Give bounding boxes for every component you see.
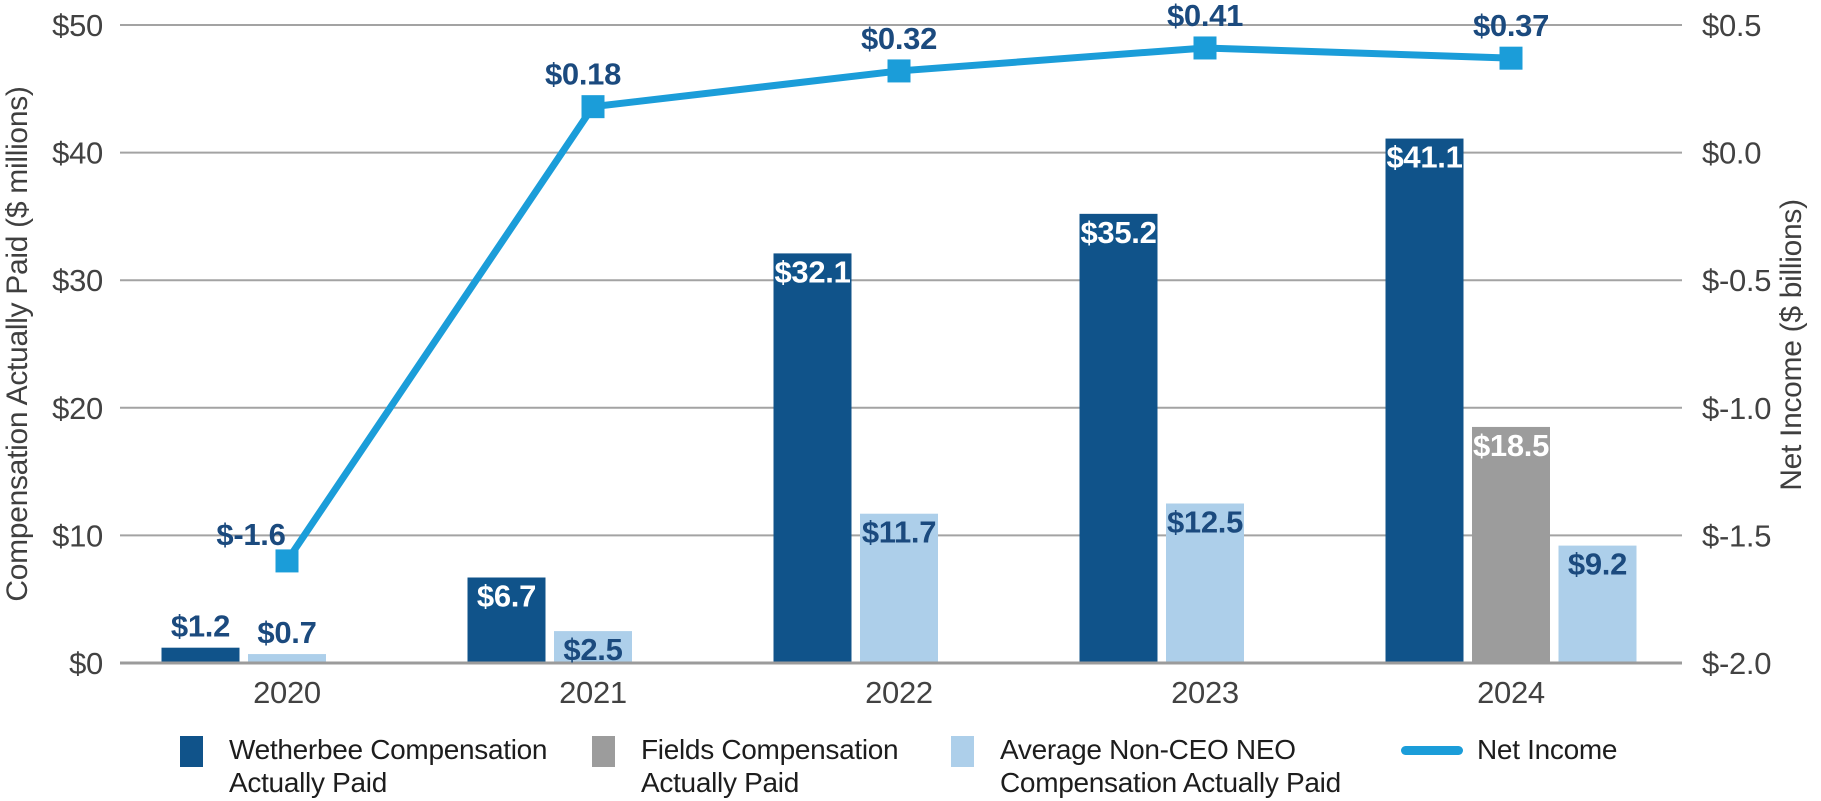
left-axis-tick-label: $20	[52, 391, 103, 426]
bar-avg-neo-2021	[554, 631, 632, 663]
net-income-marker-2024	[1499, 46, 1523, 70]
bar-value-label-wetherbee-2021: $6.7	[477, 579, 536, 614]
legend-label-net-income: Net Income	[1477, 734, 1618, 765]
x-axis-year-label: 2023	[1171, 675, 1239, 710]
fields-swatch-icon	[592, 736, 615, 767]
net-income-value-label-2024: $0.37	[1473, 8, 1549, 43]
left-axis-tick-label: $10	[52, 518, 103, 553]
net-income-marker-2020	[275, 549, 299, 573]
bar-avg-neo-2024	[1558, 545, 1637, 663]
bar-value-label-fields-2024: $18.5	[1473, 428, 1549, 463]
x-axis-year-label: 2024	[1477, 675, 1545, 710]
legend-item-wetherbee: Wetherbee Compensation Actually Paid	[180, 733, 559, 799]
net-income-line-swatch-icon	[1401, 746, 1463, 755]
net-income-value-label-2020: $-1.6	[216, 517, 285, 552]
x-axis-year-label: 2021	[559, 675, 627, 710]
net-income-value-label-2021: $0.18	[545, 57, 621, 92]
bar-wetherbee-2022	[773, 253, 852, 664]
left-axis-tick-label: $0	[69, 646, 103, 681]
net-income-value-label-2023: $0.41	[1167, 0, 1243, 33]
bar-value-label-avg-neo-2020: $0.7	[257, 615, 316, 650]
bar-value-label-avg-neo-2024: $9.2	[1568, 547, 1627, 582]
legend-label-wetherbee: Wetherbee Compensation Actually Paid	[229, 734, 548, 798]
net-income-line	[284, 44, 1512, 563]
net-income-value-label-2022: $0.32	[861, 21, 937, 56]
right-axis-tick-label: $-1.5	[1702, 518, 1771, 553]
bar-avg-neo-2020	[248, 654, 326, 663]
bar-value-label-wetherbee-2022: $32.1	[774, 254, 850, 289]
net-income-marker-2023	[1193, 36, 1217, 60]
net-income-marker-2022	[887, 59, 911, 83]
avg-neo-swatch-icon	[951, 736, 974, 767]
bar-wetherbee-2021	[467, 577, 546, 663]
bar-value-label-wetherbee-2023: $35.2	[1080, 215, 1156, 250]
left-axis-title: Compensation Actually Paid ($ millions)	[1, 86, 34, 602]
bar-value-label-avg-neo-2023: $12.5	[1167, 505, 1243, 540]
bar-avg-neo-2023	[1166, 503, 1244, 663]
bar-fields-2024	[1472, 426, 1550, 663]
bar-wetherbee-2023	[1079, 213, 1158, 663]
x-axis-year-label: 2020	[253, 675, 321, 710]
right-axis-tick-label: $0.5	[1702, 8, 1761, 43]
bar-wetherbee-2024	[1385, 138, 1464, 664]
legend-label-avg-neo: Average Non-CEO NEO Compensation Actuall…	[1000, 734, 1341, 798]
left-axis-tick-label: $50	[52, 8, 103, 43]
bar-value-label-avg-neo-2021: $2.5	[563, 632, 622, 667]
bar-avg-neo-2022	[860, 513, 938, 663]
net-income-marker-2021	[581, 95, 605, 119]
right-axis-tick-label: $-1.0	[1702, 391, 1771, 426]
legend-item-avg-neo: Average Non-CEO NEO Compensation Actuall…	[951, 733, 1410, 799]
legend-label-fields: Fields Compensation Actually Paid	[641, 734, 899, 798]
left-axis-tick-label: $30	[52, 263, 103, 298]
x-axis-year-label: 2022	[865, 675, 933, 710]
bar-value-label-wetherbee-2020: $1.2	[171, 609, 230, 644]
left-axis-tick-label: $40	[52, 136, 103, 171]
right-axis-tick-label: $-0.5	[1702, 263, 1771, 298]
legend-item-net-income: Net Income	[1401, 733, 1617, 766]
wetherbee-swatch-icon	[180, 736, 203, 767]
right-axis-tick-label: $0.0	[1702, 136, 1761, 171]
right-axis-tick-label: $-2.0	[1702, 646, 1771, 681]
bar-value-label-avg-neo-2022: $11.7	[862, 515, 936, 550]
legend-item-fields: Fields Compensation Actually Paid	[592, 733, 971, 799]
bar-wetherbee-2020	[161, 647, 240, 663]
bar-value-label-wetherbee-2024: $41.1	[1386, 140, 1462, 175]
right-axis-title: Net Income ($ billions)	[1775, 199, 1808, 491]
